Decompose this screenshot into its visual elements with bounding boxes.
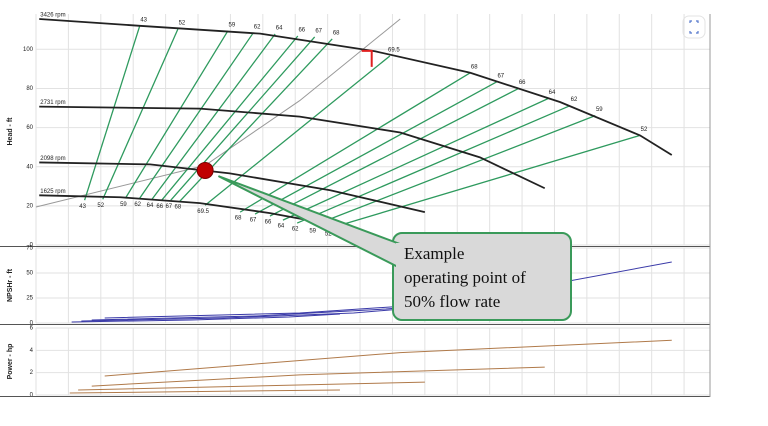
efficiency-line [124,30,229,199]
y-axis-title: Head - ft [7,117,14,146]
efficiency-label: 64 [147,203,154,209]
callout-cover [396,243,404,269]
expand-icon [689,20,699,34]
y-tick-label: 6 [30,326,34,332]
curve [39,18,673,156]
efficiency-line [239,72,471,213]
system-curve [35,18,401,208]
y-tick-label: 2 [30,370,34,376]
bep-marker [361,49,373,67]
efficiency-label: 62 [134,202,141,208]
efficiency-label: 69.5 [197,209,209,215]
efficiency-label: 67 [250,218,257,224]
efficiency-label: 43 [140,18,147,24]
efficiency-label: 59 [228,22,235,28]
y-tick-label: 0 [30,321,34,327]
efficiency-label: 68 [235,216,242,222]
efficiency-label: 52 [179,21,186,27]
y-tick-label: 100 [23,47,34,53]
efficiency-line [139,32,254,199]
efficiency-label: 52 [97,203,104,209]
efficiency-line [161,35,299,201]
efficiency-label: 66 [519,80,526,86]
speed-label: 3426 rpm [40,13,65,19]
efficiency-line [83,25,141,201]
efficiency-line [254,81,498,215]
efficiency-line [269,88,519,217]
efficiency-line [296,105,571,224]
efficiency-line [151,33,276,200]
curve [39,194,341,227]
speed-label: 2098 rpm [40,156,65,162]
efficiency-line [204,55,391,206]
y-tick-label: 50 [26,271,33,277]
efficiency-line [102,28,179,200]
efficiency-label: 64 [549,90,556,96]
curve [104,339,672,377]
efficiency-label: 68 [333,31,340,37]
annotation-text: operating point of [404,268,526,287]
efficiency-label: 66 [265,220,272,226]
efficiency-label: 52 [641,127,648,133]
efficiency-label: 69.5 [388,48,400,54]
y-tick-label: 40 [26,164,33,170]
y-tick-label: 80 [26,86,33,92]
curve [78,381,425,391]
efficiency-label: 62 [292,227,299,233]
speed-label: 1625 rpm [40,189,65,195]
efficiency-label: 59 [120,202,127,208]
efficiency-label: 62 [254,25,261,31]
curve [69,389,340,394]
efficiency-line [170,36,316,201]
efficiency-label: 67 [165,204,172,210]
y-axis-title: Power - hp [7,344,14,380]
efficiency-label: 64 [278,224,285,230]
callout-box [392,232,572,321]
efficiency-label: 52 [325,232,332,238]
efficiency-label: 67 [315,29,322,35]
efficiency-line [330,134,641,229]
efficiency-label: 67 [497,73,504,79]
efficiency-label: 43 [79,204,86,210]
efficiency-label: 59 [309,229,316,235]
efficiency-label: 68 [175,205,182,211]
efficiency-line [282,98,549,221]
curve [39,105,546,190]
efficiency-label: 68 [471,64,478,70]
expand-button[interactable] [682,15,706,39]
y-tick-label: 20 [26,203,33,209]
speed-label: 2731 rpm [40,100,65,106]
annotation-text: 50% flow rate [404,292,500,311]
efficiency-label: 66 [298,28,305,34]
annotation-text: Example [404,244,464,263]
efficiency-label: 59 [596,107,603,113]
y-tick-label: 0 [30,393,34,399]
operating-point [196,161,214,179]
efficiency-line [314,115,596,226]
curve [91,366,545,387]
y-tick-label: 4 [30,348,34,354]
y-tick-label: 75 [26,246,33,252]
curve [81,306,425,322]
efficiency-label: 66 [156,204,163,210]
efficiency-label: 62 [571,97,578,103]
curve [71,313,340,323]
y-tick-label: 60 [26,125,33,131]
y-tick-label: 25 [26,296,33,302]
efficiency-label: 64 [276,26,283,32]
curve [39,161,426,214]
y-axis-title: NPSHr - ft [7,268,14,302]
y-tick-label: 0 [30,243,34,249]
